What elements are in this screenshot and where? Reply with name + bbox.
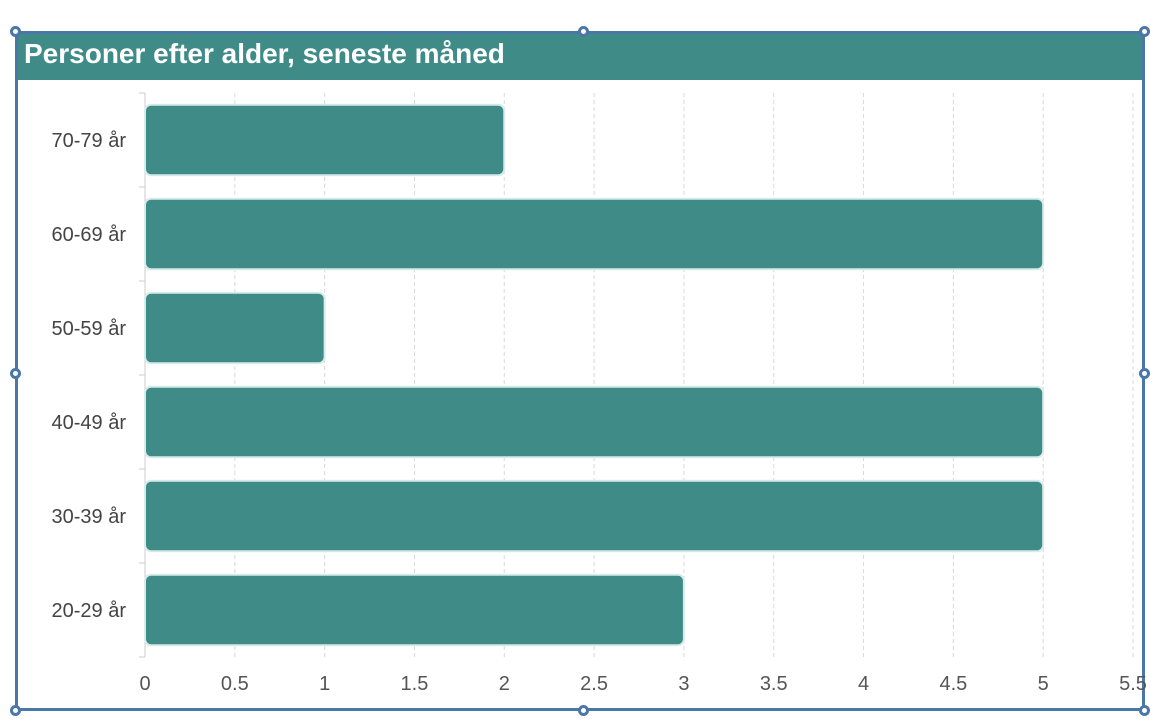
- bar: [144, 103, 506, 177]
- resize-handle-middle-left[interactable]: [10, 368, 21, 379]
- x-tick-label: 2.5: [580, 673, 608, 695]
- x-tick-label: 3: [678, 673, 689, 695]
- x-tick-label: 1.5: [401, 673, 429, 695]
- bar: [144, 573, 685, 647]
- resize-handle-bottom-center[interactable]: [578, 705, 589, 716]
- resize-handle-middle-right[interactable]: [1139, 368, 1150, 379]
- x-tick-label: 3.5: [760, 673, 788, 695]
- x-tick-label: 4.5: [939, 673, 967, 695]
- resize-handle-top-left[interactable]: [10, 26, 21, 37]
- resize-handle-top-center[interactable]: [578, 26, 589, 37]
- x-tick-label: 4: [858, 673, 869, 695]
- x-tick-label: 1: [319, 673, 330, 695]
- bar: [144, 479, 1045, 553]
- y-category-label: 70-79 år: [52, 130, 127, 152]
- x-tick-label: 5.5: [1119, 673, 1147, 695]
- y-category-label: 20-29 år: [52, 600, 127, 622]
- resize-handle-bottom-right[interactable]: [1139, 705, 1150, 716]
- y-category-label: 40-49 år: [52, 412, 127, 434]
- y-category-label: 30-39 år: [52, 506, 127, 528]
- x-tick-label: 2: [499, 673, 510, 695]
- chart-title: Personer efter alder, seneste måned: [24, 38, 505, 69]
- bar: [144, 291, 326, 365]
- x-tick-label: 5: [1038, 673, 1049, 695]
- resize-handle-top-right[interactable]: [1139, 26, 1150, 37]
- resize-handle-bottom-left[interactable]: [10, 705, 21, 716]
- y-category-label: 50-59 år: [52, 318, 127, 340]
- bar: [144, 385, 1045, 459]
- y-category-label: 60-69 år: [52, 224, 127, 246]
- x-tick-label: 0: [139, 673, 150, 695]
- bar: [144, 197, 1045, 271]
- x-tick-label: 0.5: [221, 673, 249, 695]
- chart-title-bar: Personer efter alder, seneste måned: [18, 34, 1142, 80]
